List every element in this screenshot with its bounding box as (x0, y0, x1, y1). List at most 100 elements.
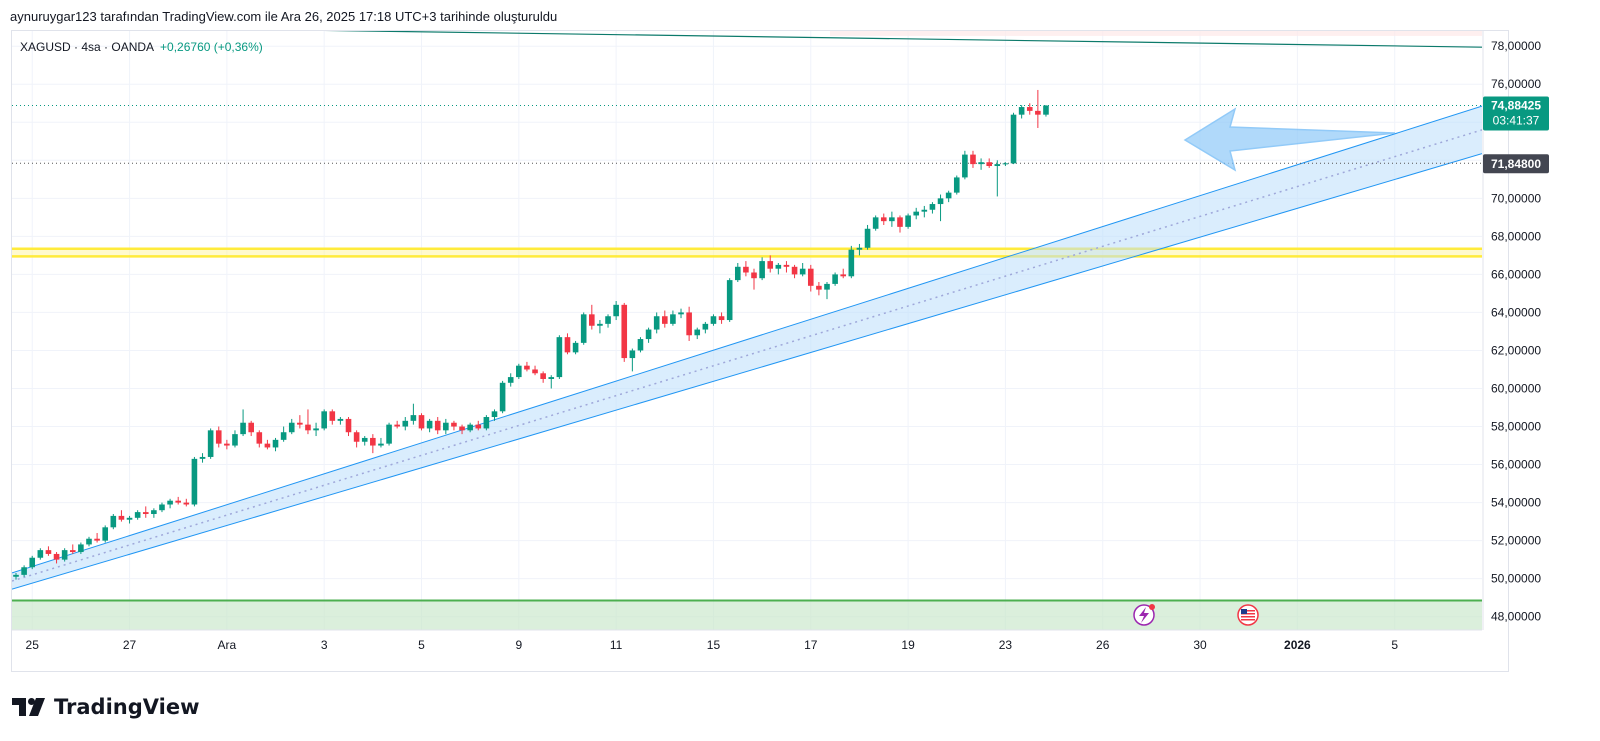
candle[interactable] (799, 262, 806, 277)
candle[interactable] (678, 308, 684, 319)
candle[interactable] (1043, 105, 1049, 117)
candle[interactable] (207, 428, 214, 459)
candle[interactable] (1010, 112, 1017, 165)
candle[interactable] (426, 418, 433, 433)
candle[interactable] (159, 502, 165, 513)
candle[interactable] (402, 417, 409, 431)
annotation-arrow[interactable] (1183, 107, 1396, 172)
candle[interactable] (337, 417, 344, 425)
candle[interactable] (775, 262, 782, 275)
candle[interactable] (532, 365, 538, 376)
candle[interactable] (443, 418, 449, 435)
candle[interactable] (305, 409, 311, 435)
candle[interactable] (597, 320, 603, 334)
candle[interactable] (807, 264, 814, 292)
candle[interactable] (451, 420, 457, 431)
candle[interactable] (929, 202, 936, 214)
candle[interactable] (605, 314, 611, 328)
candle[interactable] (767, 255, 774, 273)
candle[interactable] (783, 261, 790, 273)
candle[interactable] (434, 417, 441, 435)
candle[interactable] (102, 525, 109, 543)
candle[interactable] (994, 160, 1001, 197)
candle[interactable] (897, 215, 903, 233)
symbol-info[interactable]: XAGUSD · 4sa · OANDA (20, 40, 155, 54)
candle[interactable] (353, 430, 360, 448)
candle[interactable] (264, 439, 271, 450)
candle[interactable] (232, 430, 238, 448)
candle[interactable] (21, 565, 27, 577)
candle[interactable] (134, 510, 141, 520)
candle[interactable] (1002, 162, 1009, 167)
resistance-zone[interactable] (830, 31, 1482, 36)
candle[interactable] (986, 158, 992, 168)
ascending-channel-upper[interactable] (12, 105, 1482, 574)
candle[interactable] (151, 508, 157, 518)
candle[interactable] (61, 548, 68, 562)
candle[interactable] (418, 413, 425, 431)
candle[interactable] (215, 426, 222, 448)
candle[interactable] (37, 548, 44, 560)
candle[interactable] (1018, 105, 1025, 119)
descending-trendline[interactable] (300, 30, 1482, 48)
candle[interactable] (921, 205, 928, 218)
candle[interactable] (824, 282, 830, 300)
candle[interactable] (516, 363, 522, 379)
candle[interactable] (953, 175, 960, 195)
candle[interactable] (272, 437, 279, 452)
candle[interactable] (621, 302, 628, 362)
candle[interactable] (524, 361, 530, 372)
candle[interactable] (467, 422, 473, 433)
candle[interactable] (856, 243, 863, 256)
candle[interactable] (126, 515, 133, 524)
candle[interactable] (548, 375, 555, 389)
candle[interactable] (199, 453, 206, 463)
candle[interactable] (970, 150, 976, 168)
candle[interactable] (889, 211, 895, 227)
candle[interactable] (702, 321, 709, 334)
candle[interactable] (507, 373, 514, 387)
candle[interactable] (361, 436, 368, 446)
candle[interactable] (791, 264, 798, 279)
candle[interactable] (848, 245, 855, 279)
candle[interactable] (945, 190, 952, 203)
candle[interactable] (686, 306, 692, 341)
us-flag-event-icon[interactable] (1237, 604, 1259, 626)
candle[interactable] (288, 418, 295, 435)
candle[interactable] (580, 312, 587, 345)
candle[interactable] (662, 310, 668, 328)
candle[interactable] (694, 327, 701, 340)
candle[interactable] (224, 439, 230, 450)
candle[interactable] (491, 409, 498, 421)
candle[interactable] (937, 194, 944, 222)
candle[interactable] (483, 415, 490, 431)
chart-frame[interactable] (11, 30, 1509, 672)
candle[interactable] (370, 434, 376, 454)
candle[interactable] (410, 403, 417, 425)
candle[interactable] (718, 312, 725, 324)
candle[interactable] (313, 422, 319, 437)
candle[interactable] (118, 510, 125, 522)
marker-price-badge[interactable]: 71,84800 (1483, 154, 1549, 174)
candle[interactable] (564, 333, 571, 355)
candle[interactable] (872, 215, 879, 231)
candle[interactable] (962, 150, 968, 180)
candle[interactable] (240, 409, 246, 437)
candle[interactable] (69, 544, 76, 554)
candle[interactable] (637, 337, 644, 353)
candle[interactable] (256, 430, 263, 448)
candle[interactable] (175, 496, 181, 505)
candle[interactable] (905, 213, 911, 229)
candle[interactable] (459, 424, 465, 435)
candle[interactable] (280, 426, 287, 442)
candle[interactable] (94, 533, 100, 543)
candle[interactable] (78, 542, 84, 554)
candle[interactable] (386, 422, 392, 446)
candle[interactable] (710, 314, 717, 326)
candle[interactable] (613, 301, 619, 321)
support-zone[interactable] (12, 248, 1482, 257)
candle[interactable] (499, 380, 506, 414)
ascending-channel-lower[interactable] (12, 153, 1482, 590)
